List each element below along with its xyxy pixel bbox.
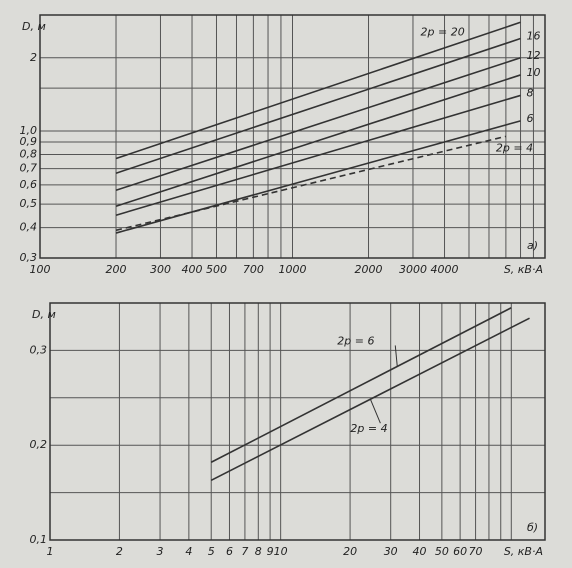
x-tick-label: 400 [182, 263, 203, 276]
panel-label: а) [527, 239, 538, 252]
y-tick-label: 0,9 [20, 135, 38, 148]
x-tick-label: 200 [106, 263, 127, 276]
x-tick-label: 2 [116, 545, 123, 558]
x-tick-label: 500 [206, 263, 227, 276]
series-label: 10 [527, 66, 541, 79]
x-tick-label: 4 [185, 545, 192, 558]
x-tick-label: 8 [255, 545, 262, 558]
panel-label: б) [527, 521, 538, 534]
y-tick-label: 0,8 [20, 147, 38, 160]
x-tick-label: 6 [226, 545, 233, 558]
series-label: 2p = 4 [496, 141, 533, 154]
data-line [115, 135, 507, 232]
x-axis-label: S, кВ·А [504, 545, 543, 558]
series-label: 2p = 4 [350, 422, 387, 435]
leader-line [394, 345, 398, 367]
series-label: 2p = 6 [337, 334, 374, 347]
x-tick-label: 20 [343, 545, 357, 558]
x-tick-label: 1000 [279, 263, 307, 276]
y-axis-label: D, м [32, 308, 56, 321]
data-line [115, 74, 521, 207]
plot-frame [49, 302, 546, 541]
x-tick-label: 100 [30, 263, 51, 276]
series-label: 2p = 20 [421, 25, 465, 38]
y-tick-label: 2 [30, 51, 37, 64]
x-tick-label: 60 [453, 545, 467, 558]
y-tick-label: 0,6 [20, 178, 38, 191]
series-label: 6 [527, 112, 534, 125]
x-tick-label: 3000 [399, 263, 427, 276]
plot-frame [39, 14, 546, 259]
y-tick-label: 0,1 [30, 533, 48, 546]
x-tick-label: 2000 [355, 263, 383, 276]
x-tick-label: 1 [47, 545, 54, 558]
x-tick-label: 40 [413, 545, 427, 558]
data-line [115, 120, 521, 234]
y-tick-label: 0,3 [30, 343, 48, 356]
series-label: 12 [527, 49, 541, 62]
x-tick-label: 50 [435, 545, 449, 558]
x-tick-label: 10 [274, 545, 288, 558]
x-tick-label: 30 [384, 545, 398, 558]
data-line [115, 21, 521, 160]
y-tick-label: 0,2 [30, 438, 48, 451]
data-line [115, 57, 521, 192]
series-label: 8 [527, 86, 534, 99]
y-tick-label: 0,4 [20, 221, 38, 234]
y-tick-label: 1,0 [20, 124, 38, 137]
leader-line [369, 399, 381, 424]
data-line [115, 94, 521, 216]
y-tick-label: 0,7 [20, 162, 38, 175]
series-label: 16 [527, 30, 541, 43]
x-tick-label: 7 [241, 545, 248, 558]
y-tick-label: 0,5 [20, 197, 38, 210]
x-tick-label: 3 [157, 545, 164, 558]
x-tick-label: 300 [150, 263, 171, 276]
data-line [115, 37, 521, 174]
x-axis-label: S, кВ·А [504, 263, 543, 276]
x-tick-label: 9 [267, 545, 274, 558]
x-tick-label: 5 [208, 545, 215, 558]
y-axis-label: D, м [22, 20, 46, 33]
x-tick-label: 700 [243, 263, 264, 276]
y-tick-label: 0,3 [20, 251, 38, 264]
data-line [210, 307, 512, 463]
x-tick-label: 70 [469, 545, 483, 558]
x-tick-label: 4000 [431, 263, 459, 276]
